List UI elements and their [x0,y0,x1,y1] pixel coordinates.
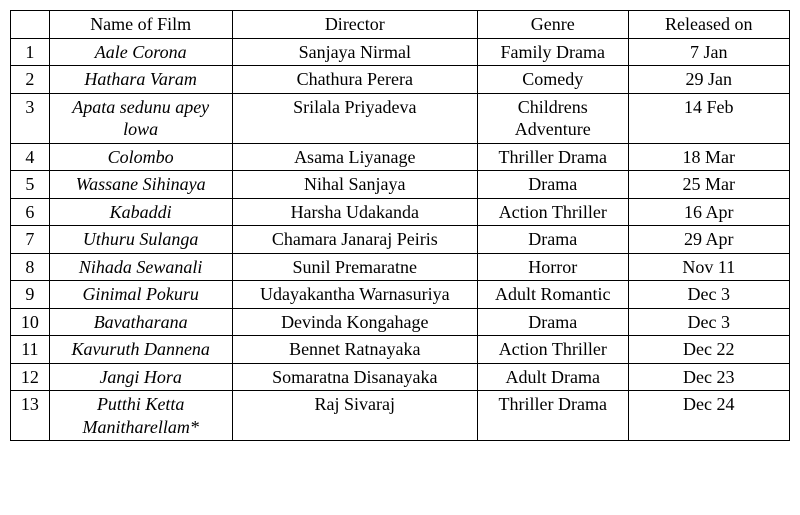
cell-name: Aale Corona [49,38,232,66]
cell-name: Ginimal Pokuru [49,281,232,309]
cell-genre: Drama [477,308,628,336]
cell-director: Udayakantha Warnasuriya [232,281,477,309]
col-header-director: Director [232,11,477,39]
cell-director: Sunil Premaratne [232,253,477,281]
table-row: 11 Kavuruth Dannena Bennet Ratnayaka Act… [11,336,790,364]
cell-released: 18 Mar [628,143,789,171]
cell-released: 7 Jan [628,38,789,66]
cell-genre: Comedy [477,66,628,94]
col-header-genre: Genre [477,11,628,39]
cell-genre: Thriller Drama [477,143,628,171]
cell-num: 10 [11,308,50,336]
cell-name: Bavatharana [49,308,232,336]
table-row: 8 Nihada Sewanali Sunil Premaratne Horro… [11,253,790,281]
cell-released: Dec 23 [628,363,789,391]
table-row: 6 Kabaddi Harsha Udakanda Action Thrille… [11,198,790,226]
cell-num: 9 [11,281,50,309]
cell-num: 5 [11,171,50,199]
cell-genre: Childrens Adventure [477,93,628,143]
cell-name: Kavuruth Dannena [49,336,232,364]
cell-num: 8 [11,253,50,281]
cell-num: 12 [11,363,50,391]
table-row: 9 Ginimal Pokuru Udayakantha Warnasuriya… [11,281,790,309]
cell-num: 3 [11,93,50,143]
cell-director: Asama Liyanage [232,143,477,171]
cell-num: 4 [11,143,50,171]
table-body: 1 Aale Corona Sanjaya Nirmal Family Dram… [11,38,790,441]
cell-genre: Action Thriller [477,198,628,226]
cell-director: Srilala Priyadeva [232,93,477,143]
cell-director: Somaratna Disanayaka [232,363,477,391]
cell-director: Sanjaya Nirmal [232,38,477,66]
col-header-num [11,11,50,39]
cell-genre: Family Drama [477,38,628,66]
cell-director: Nihal Sanjaya [232,171,477,199]
cell-num: 6 [11,198,50,226]
cell-num: 2 [11,66,50,94]
cell-released: 29 Jan [628,66,789,94]
cell-name: Jangi Hora [49,363,232,391]
cell-genre: Drama [477,171,628,199]
cell-released: 16 Apr [628,198,789,226]
table-row: 1 Aale Corona Sanjaya Nirmal Family Dram… [11,38,790,66]
cell-director: Devinda Kongahage [232,308,477,336]
cell-name: Uthuru Sulanga [49,226,232,254]
table-row: 7 Uthuru Sulanga Chamara Janaraj Peiris … [11,226,790,254]
col-header-released: Released on [628,11,789,39]
cell-released: Dec 3 [628,308,789,336]
table-row: 2 Hathara Varam Chathura Perera Comedy 2… [11,66,790,94]
cell-genre: Drama [477,226,628,254]
cell-released: Dec 3 [628,281,789,309]
cell-released: 25 Mar [628,171,789,199]
cell-name: Apata sedunu apey lowa [49,93,232,143]
cell-name: Kabaddi [49,198,232,226]
cell-director: Raj Sivaraj [232,391,477,441]
col-header-name: Name of Film [49,11,232,39]
cell-name: Wassane Sihinaya [49,171,232,199]
cell-director: Chathura Perera [232,66,477,94]
cell-director: Bennet Ratnayaka [232,336,477,364]
cell-name: Putthi Ketta Manitharellam* [49,391,232,441]
cell-released: 14 Feb [628,93,789,143]
cell-director: Harsha Udakanda [232,198,477,226]
cell-genre: Action Thriller [477,336,628,364]
cell-genre: Horror [477,253,628,281]
films-table: Name of Film Director Genre Released on … [10,10,790,441]
cell-num: 11 [11,336,50,364]
table-row: 10 Bavatharana Devinda Kongahage Drama D… [11,308,790,336]
cell-released: Nov 11 [628,253,789,281]
cell-name: Hathara Varam [49,66,232,94]
cell-director: Chamara Janaraj Peiris [232,226,477,254]
cell-name: Nihada Sewanali [49,253,232,281]
cell-genre: Thriller Drama [477,391,628,441]
cell-genre: Adult Drama [477,363,628,391]
table-row: 5 Wassane Sihinaya Nihal Sanjaya Drama 2… [11,171,790,199]
cell-released: Dec 24 [628,391,789,441]
table-header-row: Name of Film Director Genre Released on [11,11,790,39]
cell-genre: Adult Romantic [477,281,628,309]
cell-name: Colombo [49,143,232,171]
cell-num: 1 [11,38,50,66]
table-row: 13 Putthi Ketta Manitharellam* Raj Sivar… [11,391,790,441]
table-row: 12 Jangi Hora Somaratna Disanayaka Adult… [11,363,790,391]
cell-num: 7 [11,226,50,254]
cell-num: 13 [11,391,50,441]
cell-released: 29 Apr [628,226,789,254]
table-row: 4 Colombo Asama Liyanage Thriller Drama … [11,143,790,171]
table-row: 3 Apata sedunu apey lowa Srilala Priyade… [11,93,790,143]
cell-released: Dec 22 [628,336,789,364]
